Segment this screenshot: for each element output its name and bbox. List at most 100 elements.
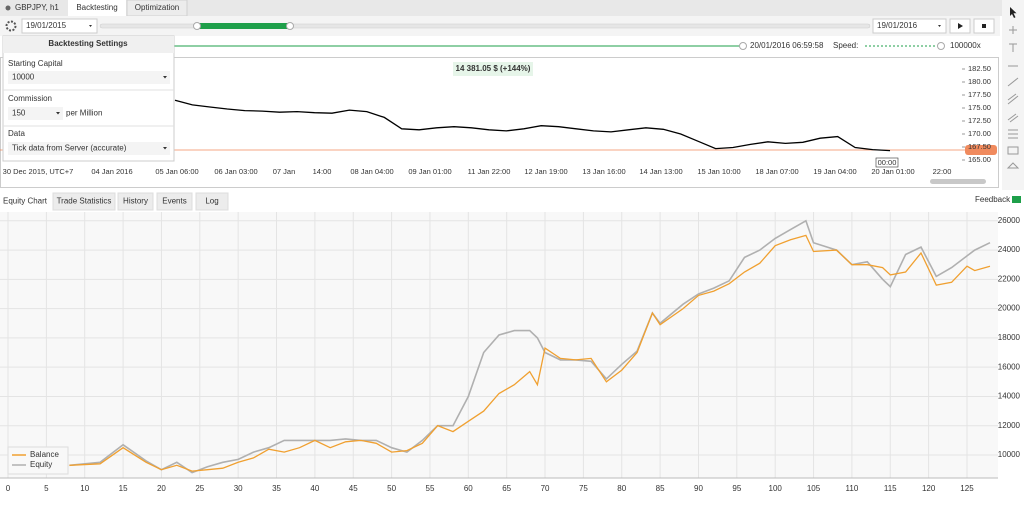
dropdown-arrow <box>89 25 92 27</box>
slider-handle[interactable] <box>286 22 294 30</box>
cursor-time: 00:00 <box>878 158 897 167</box>
select[interactable] <box>8 107 63 120</box>
x-tick-label: 30 <box>234 484 243 493</box>
time-label: 04 Jan 2016 <box>91 167 132 176</box>
tab-label[interactable]: History <box>123 197 148 206</box>
settings-title: Backtesting Settings <box>48 39 128 48</box>
x-tick-label: 45 <box>349 484 358 493</box>
legend-label: Balance <box>30 450 59 459</box>
y-tick-label: 18000 <box>998 333 1021 342</box>
x-tick-label: 65 <box>502 484 511 493</box>
time-label: 12 Jan 19:00 <box>524 167 567 176</box>
time-label: 11 Jan 22:00 <box>468 167 511 176</box>
field-value: Tick data from Server (accurate) <box>12 144 127 153</box>
y-tick-label: 14000 <box>998 392 1021 401</box>
price-tick-label: 180.00 <box>968 77 991 86</box>
x-tick-label: 95 <box>732 484 741 493</box>
tool-icon[interactable] <box>1009 43 1017 52</box>
time-label: 14 Jan 13:00 <box>639 167 682 176</box>
progress-time: 20/01/2016 06:59:58 <box>750 41 824 50</box>
scrollbar[interactable] <box>930 179 986 184</box>
comment-icon[interactable] <box>1007 146 1019 155</box>
time-label: 19 Jan 04:00 <box>813 167 856 176</box>
select[interactable] <box>8 142 170 155</box>
tab[interactable] <box>117 192 154 211</box>
slider-handle[interactable] <box>193 22 201 30</box>
start-date: 19/01/2015 <box>26 21 67 30</box>
dot <box>5 5 11 11</box>
y-tick-label: 26000 <box>998 216 1021 225</box>
price-tick-label: 172.50 <box>968 116 991 125</box>
play-icon <box>958 23 963 29</box>
gear-icon[interactable] <box>5 20 17 32</box>
tab[interactable] <box>0 193 50 210</box>
feedback[interactable]: Feedback <box>975 195 1011 204</box>
x-tick-label: 25 <box>195 484 204 493</box>
select[interactable] <box>8 71 170 84</box>
stop-icon <box>982 24 986 28</box>
fib-icon[interactable] <box>1007 113 1019 123</box>
x-tick-label: 40 <box>310 484 319 493</box>
time-label: 15 Jan 10:00 <box>697 167 740 176</box>
right-toolbar <box>1002 0 1024 190</box>
tab[interactable] <box>156 192 193 211</box>
tab[interactable]: Backtesting <box>76 3 117 12</box>
tab[interactable]: Optimization <box>135 3 179 12</box>
tab-active[interactable] <box>68 0 126 16</box>
x-tick-label: 5 <box>44 484 49 493</box>
dropdown-arrow <box>163 147 167 150</box>
time-label: 13 Jan 16:00 <box>582 167 625 176</box>
x-tick-label: 60 <box>464 484 473 493</box>
bottom-tab-bar <box>0 192 1024 211</box>
price-line <box>174 99 891 152</box>
time-label: 14:00 <box>313 167 332 176</box>
dropdown-arrow <box>56 112 60 115</box>
x-tick-label: 85 <box>656 484 665 493</box>
tab[interactable]: GBPJPY, h1 <box>15 3 59 12</box>
field-value: 10000 <box>12 73 35 82</box>
equity-layer: 10000 12000 14000 16000 18000 20000 22000 24000… <box>0 212 1021 493</box>
tab[interactable] <box>52 192 116 211</box>
settings-panel <box>2 35 175 162</box>
tab[interactable] <box>195 192 229 211</box>
x-tick-label: 10 <box>80 484 89 493</box>
slider-range[interactable] <box>197 23 290 29</box>
x-tick-label: 50 <box>387 484 396 493</box>
tab-label[interactable]: Log <box>205 197 218 206</box>
x-tick-label: 0 <box>6 484 11 493</box>
tab-label[interactable]: Events <box>162 197 186 206</box>
date-input[interactable] <box>21 18 98 34</box>
x-tick-label: 110 <box>846 484 859 493</box>
tab-label[interactable]: Equity Chart <box>3 197 48 206</box>
field-unit: per Million <box>66 109 102 118</box>
x-tick-label: 90 <box>694 484 703 493</box>
result: 14 381.05 $ (+144%) <box>456 64 531 73</box>
tab-label[interactable]: Trade Statistics <box>57 197 112 206</box>
cursor-icon[interactable] <box>1010 7 1017 18</box>
time-label: 07 Jan <box>273 167 296 176</box>
speed-handle[interactable] <box>937 42 945 50</box>
feedback-icon[interactable] <box>1012 196 1021 203</box>
field-label: Starting Capital <box>8 59 63 68</box>
x-tick-label: 120 <box>922 484 936 493</box>
y-tick-label: 16000 <box>998 362 1021 371</box>
y-tick-label: 24000 <box>998 245 1021 254</box>
shape-icon[interactable] <box>1006 162 1020 169</box>
progress-handle[interactable] <box>739 42 747 50</box>
time-label: 18 Jan 07:00 <box>755 167 798 176</box>
date-input[interactable] <box>872 18 947 34</box>
cursor-time-box <box>875 157 899 168</box>
field-value: 150 <box>12 109 26 118</box>
channel-icon[interactable] <box>1007 93 1019 105</box>
trend-icon[interactable] <box>1007 77 1019 87</box>
time-label: 20 Jan 01:00 <box>871 167 914 176</box>
bottom-tabs: Equity Chart Trade Statistics History Event… <box>0 192 229 211</box>
tab-bar <box>0 0 1024 16</box>
y-tick-label: 22000 <box>998 274 1021 283</box>
x-tick-label: 105 <box>807 484 821 493</box>
legend-label: Equity <box>30 460 52 469</box>
crosshair-icon[interactable] <box>1009 26 1017 34</box>
price-tick-label: 182.50 <box>968 64 991 73</box>
price-tick-label: 175.00 <box>968 103 991 112</box>
levels-icon[interactable] <box>1008 129 1018 139</box>
